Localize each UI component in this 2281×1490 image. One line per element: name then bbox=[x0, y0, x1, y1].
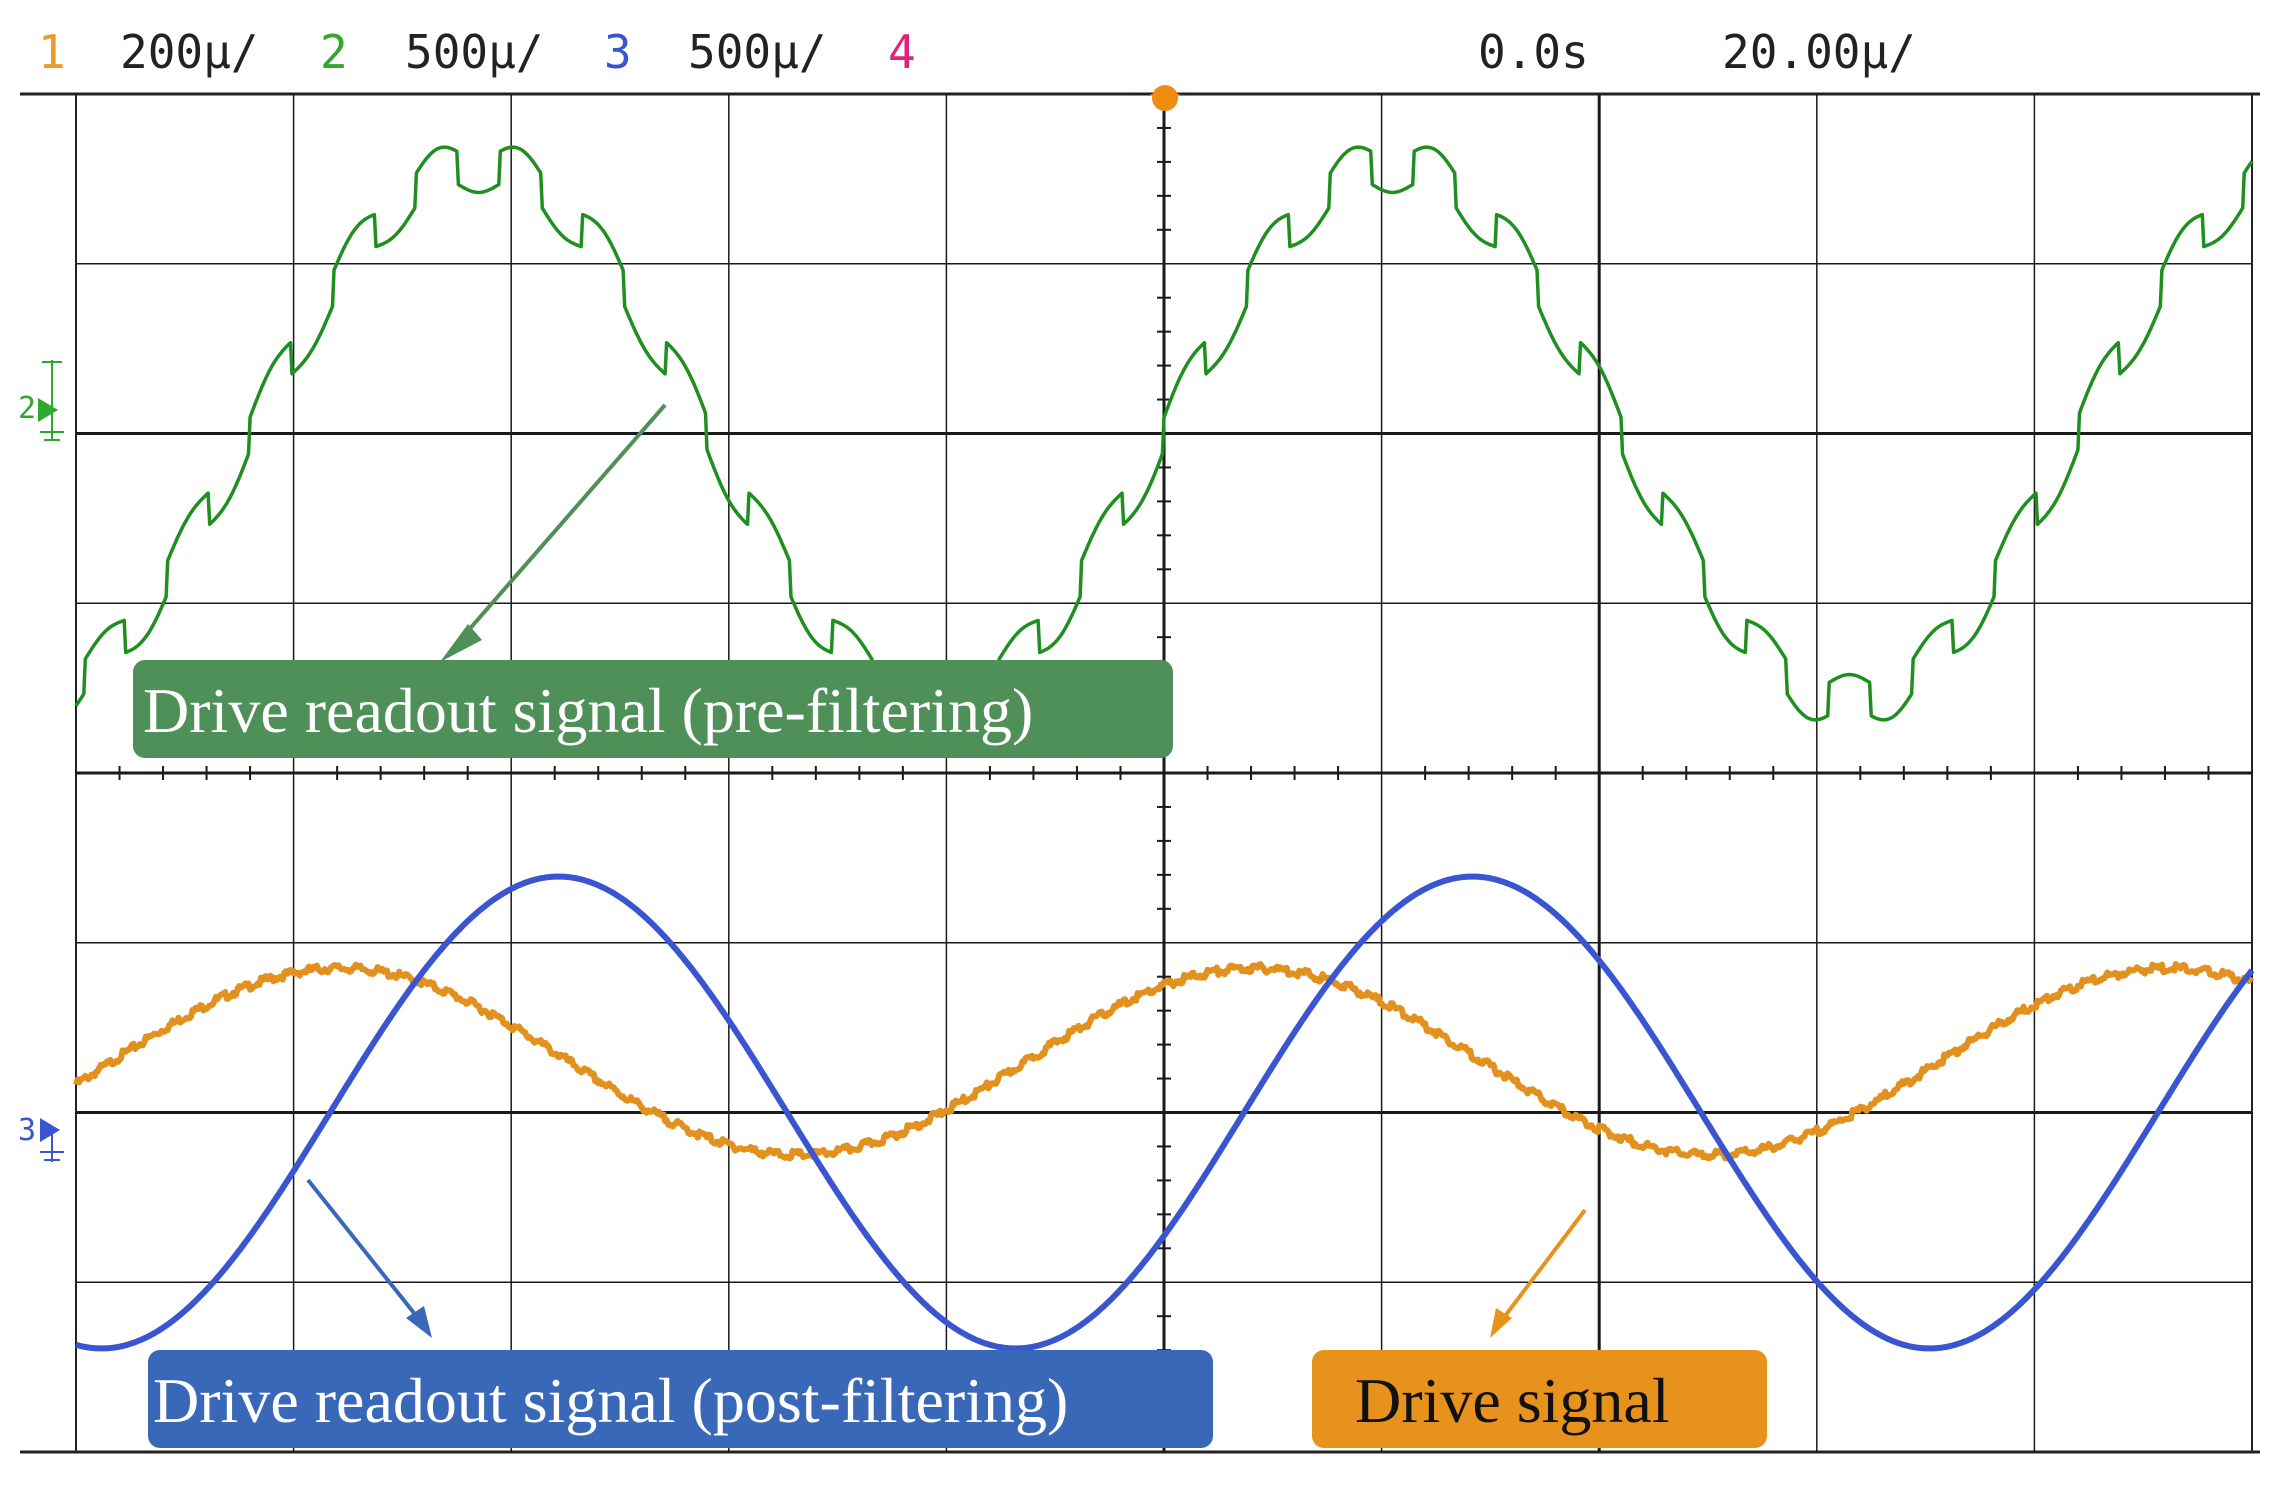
ch3-trace-post-filter bbox=[74, 873, 2255, 1352]
ch4-number: 4 bbox=[888, 25, 916, 79]
svg-text:3: 3 bbox=[18, 1113, 36, 1148]
ch1-trace-drive bbox=[73, 961, 2255, 1162]
ch1-scale: 200μ/ bbox=[120, 25, 258, 79]
ch2-scale: 500μ/ bbox=[405, 25, 543, 79]
ch3-scale: 500μ/ bbox=[688, 25, 826, 79]
ch2-number: 2 bbox=[320, 25, 348, 79]
time-scale: 20.00µ/ bbox=[1722, 25, 1916, 79]
arrow-pre-filter bbox=[440, 403, 667, 662]
ch3-number: 3 bbox=[604, 25, 632, 79]
ch3-ground-marker: 3 bbox=[18, 1113, 64, 1162]
svg-text:Drive readout signal (pre-filt: Drive readout signal (pre-filtering) bbox=[143, 675, 1033, 746]
svg-text:Drive signal: Drive signal bbox=[1355, 1365, 1670, 1436]
svg-text:2: 2 bbox=[18, 391, 36, 426]
graticule bbox=[76, 94, 2252, 1452]
ch2-trace-pre-filter bbox=[74, 145, 2254, 722]
trigger-dot bbox=[1152, 85, 1178, 111]
header-bar: 1 200μ/ 2 500μ/ 3 500μ/ 4 0.0s 20.00µ/ bbox=[38, 25, 1916, 79]
arrow-drive bbox=[1490, 1208, 1587, 1338]
ch1-number: 1 bbox=[38, 25, 66, 79]
arrow-post-filter bbox=[306, 1178, 432, 1338]
label-pre-filter: Drive readout signal (pre-filtering) bbox=[133, 660, 1173, 758]
time-offset: 0.0s bbox=[1478, 25, 1589, 79]
label-drive: Drive signal bbox=[1312, 1350, 1767, 1448]
ch2-ground-marker: 2 bbox=[18, 360, 64, 441]
label-post-filter: Drive readout signal (post-filtering) bbox=[148, 1350, 1213, 1448]
svg-text:Drive readout signal (post-fil: Drive readout signal (post-filtering) bbox=[153, 1365, 1068, 1436]
